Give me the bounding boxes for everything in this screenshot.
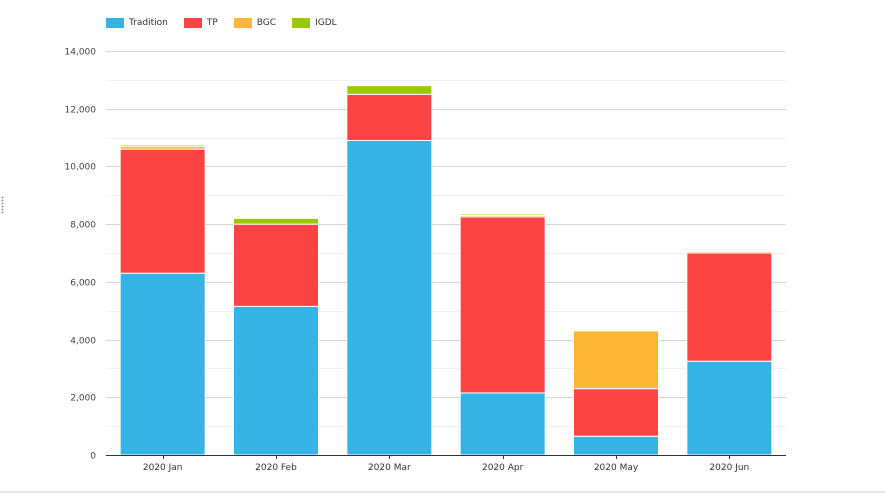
y-tick-label: 0 bbox=[90, 452, 96, 462]
bar-bgc-2020-jun[interactable] bbox=[686, 251, 773, 254]
y-tick-label: 6,000 bbox=[70, 279, 96, 289]
bar-tradition-2020-may[interactable] bbox=[573, 435, 659, 456]
y-tick-label: 14,000 bbox=[65, 48, 97, 58]
bar-igdl-2020-mar[interactable] bbox=[346, 85, 433, 95]
bar-bgc-2020-may[interactable] bbox=[573, 330, 659, 390]
legend-swatch bbox=[233, 18, 252, 28]
bar-tp-2020-mar[interactable] bbox=[346, 93, 433, 141]
x-tick-label: 2020 Feb bbox=[255, 463, 297, 473]
legend-swatch bbox=[292, 18, 311, 28]
bar-igdl-2020-apr[interactable] bbox=[459, 213, 546, 216]
y-tick-label: 10,000 bbox=[65, 163, 97, 173]
legend-label: BGC bbox=[256, 18, 277, 28]
bar-tradition-2020-apr[interactable] bbox=[459, 392, 546, 456]
bar-tradition-2020-mar[interactable] bbox=[346, 139, 433, 456]
x-tick-label: 2020 Mar bbox=[368, 463, 411, 473]
x-tick-label: 2020 Apr bbox=[482, 463, 524, 473]
bar-tradition-2020-feb[interactable] bbox=[233, 305, 319, 456]
legend-item-tradition[interactable]: Tradition bbox=[106, 18, 168, 28]
x-tick-label: 2020 Jun bbox=[709, 463, 749, 473]
legend-swatch bbox=[106, 18, 124, 28]
bar-tp-2020-feb[interactable] bbox=[233, 223, 319, 307]
legend-item-igdl[interactable]: IGDL bbox=[292, 18, 337, 28]
y-tick-label: 8,000 bbox=[70, 221, 96, 231]
legend-swatch bbox=[183, 18, 202, 28]
legend-item-bgc[interactable]: BGC bbox=[233, 18, 277, 28]
x-tick-label: 2020 May bbox=[594, 463, 639, 473]
legend-label: TP bbox=[206, 18, 218, 28]
x-tick-label: 2020 Jan bbox=[143, 463, 183, 473]
resize-handle[interactable] bbox=[1, 196, 4, 214]
bar-tp-2020-jun[interactable] bbox=[686, 252, 773, 362]
chart-legend: Tradition TP BGC IGDL bbox=[106, 16, 353, 30]
bar-tp-2020-apr[interactable] bbox=[459, 216, 546, 394]
bar-tradition-2020-jun[interactable] bbox=[686, 360, 773, 456]
bar-tradition-2020-jan[interactable] bbox=[119, 272, 206, 456]
y-tick-label: 12,000 bbox=[65, 106, 97, 116]
legend-label: Tradition bbox=[129, 18, 168, 28]
bar-tp-2020-may[interactable] bbox=[573, 388, 659, 437]
legend-label: IGDL bbox=[315, 18, 337, 28]
bar-tp-2020-jan[interactable] bbox=[119, 148, 206, 274]
y-tick-label: 4,000 bbox=[70, 337, 96, 347]
y-tick-label: 2,000 bbox=[70, 394, 96, 404]
legend-item-tp[interactable]: TP bbox=[183, 18, 218, 28]
bar-igdl-2020-jan[interactable] bbox=[119, 144, 206, 147]
bar-igdl-2020-feb[interactable] bbox=[233, 217, 319, 225]
